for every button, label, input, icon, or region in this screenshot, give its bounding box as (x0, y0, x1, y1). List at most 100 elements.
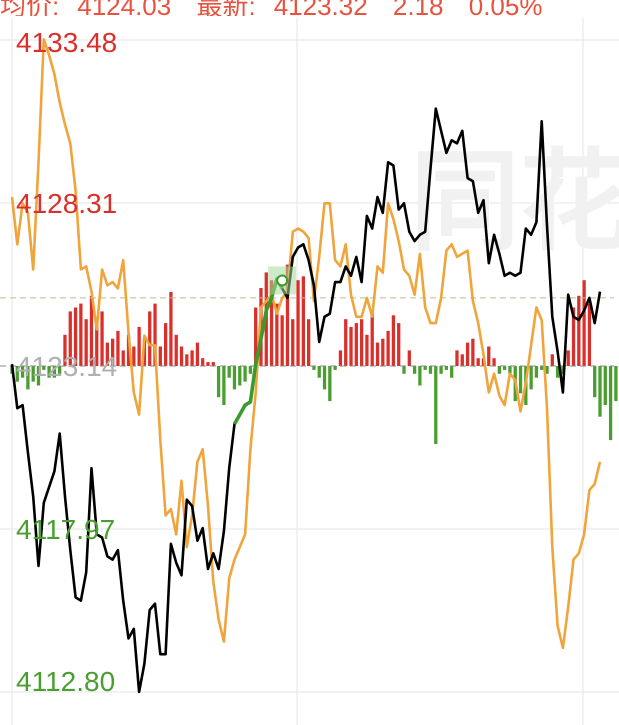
volume-bar (243, 366, 247, 382)
marker-dot (276, 274, 289, 287)
volume-bar (492, 358, 496, 366)
volume-bar (497, 366, 501, 374)
price-line (10, 107, 602, 694)
volume-bar (349, 327, 353, 366)
volume-bar (471, 338, 475, 366)
volume-bar (407, 350, 411, 366)
y-axis-labels: 4133.48 4128.31 4123.14 4117.97 4112.80 (16, 27, 117, 697)
volume-bar (614, 366, 618, 402)
volume-bar (163, 323, 168, 366)
volume-bar (529, 366, 533, 390)
volume-bar (73, 307, 78, 366)
volume-bar (216, 366, 221, 398)
volume-bar (577, 295, 581, 366)
summary-strip: 均价: 4124.03 最新: 4123.32 2.18 0.05% (0, 0, 619, 16)
volume-bar (397, 323, 401, 366)
volume-bar (391, 315, 396, 366)
volume-bar (126, 334, 131, 366)
volume-bar (137, 327, 141, 366)
volume-bar (174, 334, 178, 366)
volume-bar (52, 366, 57, 378)
volume-bar (381, 338, 385, 366)
volume-bar (555, 366, 560, 378)
volume-bar (63, 334, 67, 366)
volume-bar (312, 366, 316, 370)
volume-bar (598, 366, 602, 417)
volume-bar (412, 366, 417, 374)
volume-bar (84, 319, 88, 366)
volume-bar (185, 354, 189, 366)
volume-bar (418, 366, 422, 386)
series-lines (10, 38, 602, 694)
secondary-line (10, 38, 602, 650)
volume-bar (58, 366, 62, 374)
volume-bar (317, 366, 321, 378)
volume-bar (296, 280, 300, 366)
volume-bar (68, 311, 72, 366)
volume-bar (36, 366, 41, 386)
volume-bar (211, 362, 215, 366)
volume-bar (31, 366, 35, 382)
volume-bar (428, 366, 433, 374)
volume-bar (608, 366, 613, 441)
volume-bar (344, 319, 348, 366)
volume-bar (222, 366, 226, 405)
volume-bar (540, 366, 544, 370)
volume-bar (503, 366, 507, 370)
volume-bar (460, 354, 464, 366)
avg-label: 均价: (0, 0, 60, 16)
volume-bar (238, 366, 242, 386)
change-value: 2.18 (392, 0, 444, 16)
volume-bar (423, 366, 427, 370)
y-tick-label: 4112.80 (16, 666, 115, 697)
volume-bar (285, 264, 290, 366)
volume-bar (121, 350, 125, 366)
volume-bar (195, 342, 200, 366)
volume-bar (79, 303, 83, 366)
volume-bar (322, 366, 327, 390)
latest-label: 最新: (196, 0, 256, 16)
highlighted-segment (232, 277, 284, 425)
reference-lines (0, 297, 614, 367)
volume-bar (571, 307, 576, 366)
volume-bar (545, 366, 549, 374)
volume-bar (333, 366, 337, 370)
volume-bar (201, 358, 205, 366)
volume-bar (116, 330, 120, 366)
volume-bar (254, 307, 258, 366)
volume-bar (359, 319, 364, 366)
volume-bar (280, 315, 284, 366)
volume-bar (328, 366, 332, 402)
volume-bar (291, 319, 295, 366)
volume-bar (111, 338, 115, 366)
volume-bar (100, 311, 104, 366)
volume-bar (508, 366, 512, 374)
volume-bar (566, 350, 570, 366)
volume-bar (105, 342, 109, 366)
volume-bar (587, 303, 592, 366)
volume-bar (269, 280, 274, 366)
volume-bar (89, 295, 94, 366)
volume-bar (275, 303, 279, 366)
volume-bar (179, 346, 184, 366)
y-tick-label: 4128.31 (16, 188, 117, 219)
latest-value: 4123.32 (273, 0, 368, 16)
volume-bar (42, 366, 46, 370)
watermark: 同花 (410, 138, 619, 266)
volume-bars (10, 264, 618, 444)
volume-bar (206, 362, 210, 366)
volume-bar (190, 350, 194, 366)
volume-bar (370, 311, 374, 366)
y-tick-label: 4123.14 (16, 351, 117, 382)
volume-bar (148, 311, 152, 366)
volume-bar (232, 366, 237, 390)
volume-bar (26, 366, 30, 390)
volume-bar (158, 346, 162, 366)
volume-bar (487, 346, 491, 366)
volume-bar (301, 276, 305, 366)
change-pct: 0.05% (468, 0, 543, 16)
volume-bar (20, 366, 25, 378)
avg-value: 4124.03 (77, 0, 172, 16)
volume-bar (444, 366, 449, 370)
